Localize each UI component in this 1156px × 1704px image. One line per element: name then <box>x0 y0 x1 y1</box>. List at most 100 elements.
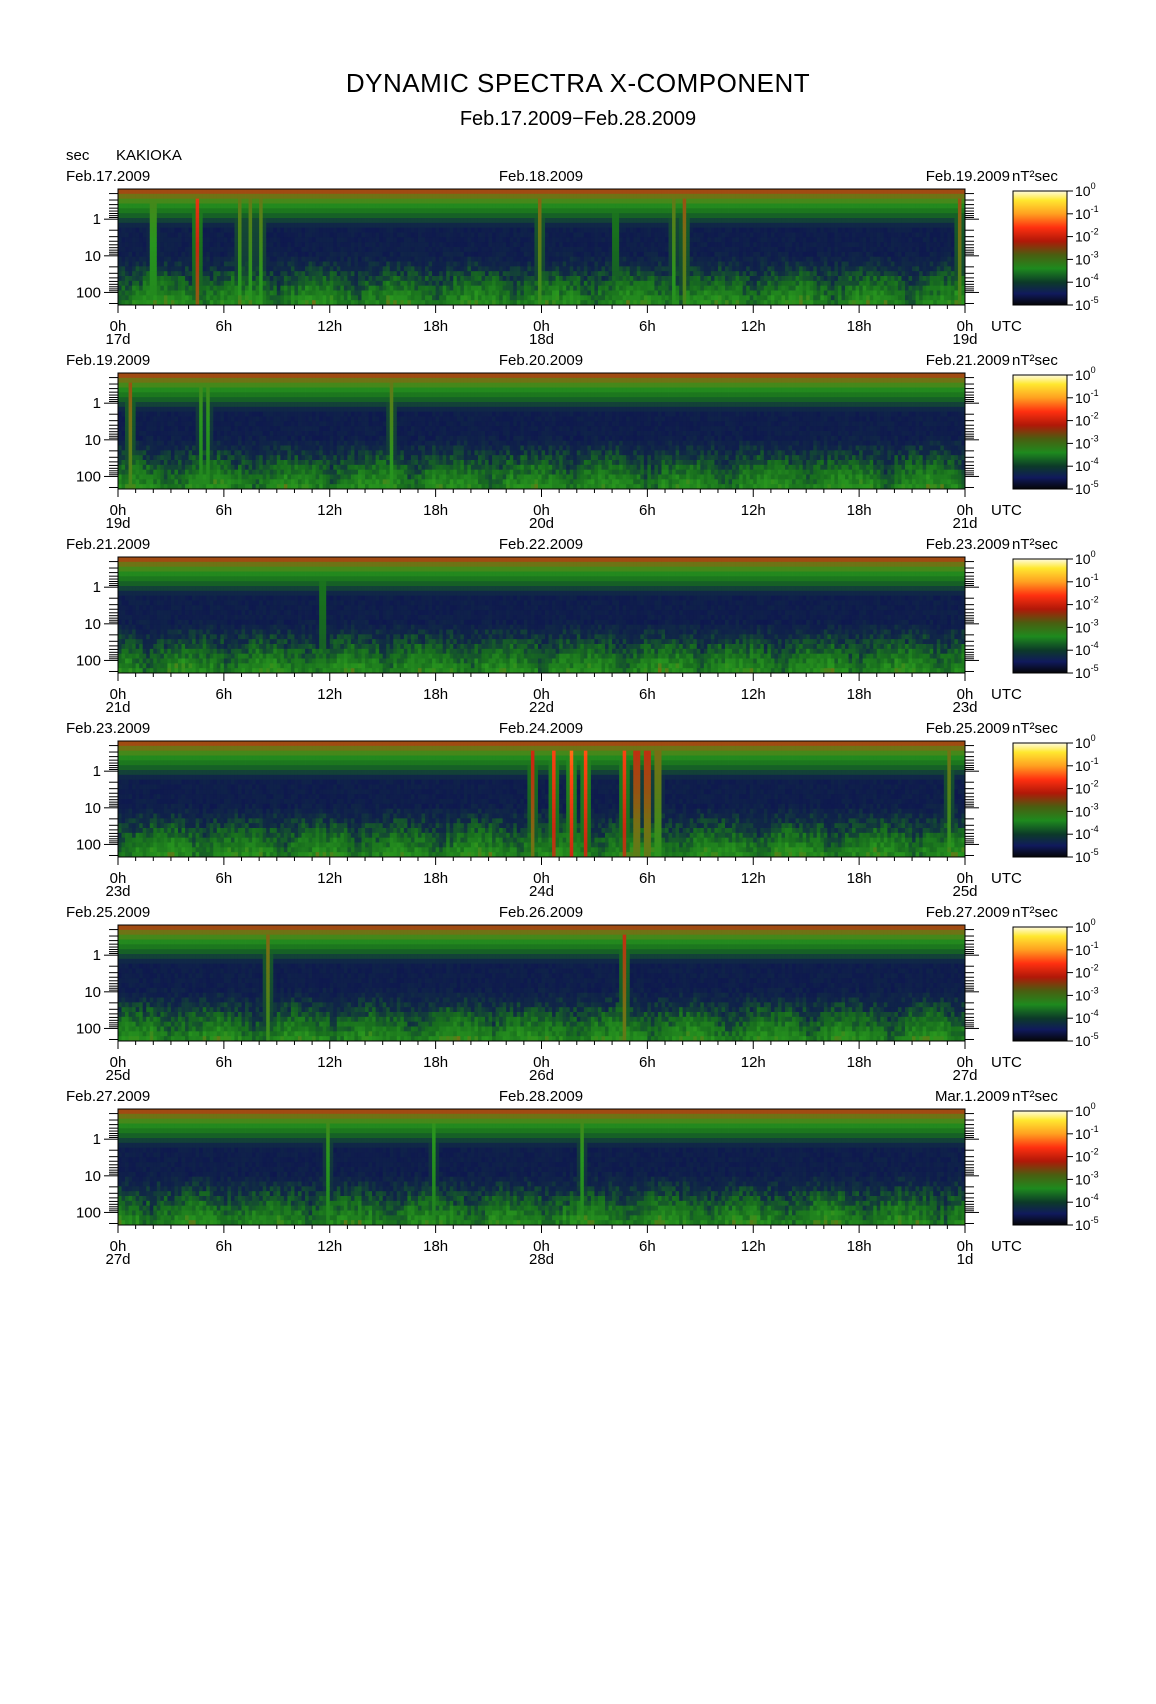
spectrum-cell <box>524 281 528 286</box>
spectrum-cell <box>785 204 789 209</box>
spectrum-cell <box>464 218 468 223</box>
spectrum-cell <box>517 208 521 213</box>
spectrum-cell <box>739 281 743 286</box>
spectrum-cell <box>400 271 404 276</box>
spectrum-cell <box>199 223 203 228</box>
spectrum-cell <box>499 208 503 213</box>
spectrum-cell <box>616 257 620 262</box>
spectrum-cell <box>231 189 235 194</box>
spectrum-cell <box>171 213 175 218</box>
spectrum-cell <box>234 199 238 204</box>
spectrum-cell <box>697 247 701 252</box>
spectrum-cell <box>665 295 669 300</box>
spectrum-cell <box>266 223 270 228</box>
spectrum-cell <box>340 194 344 199</box>
spectrum-cell <box>573 252 577 257</box>
spectrum-cell <box>376 286 380 291</box>
spectrum-cell <box>496 286 500 291</box>
spectrum-cell <box>503 252 507 257</box>
spectrum-cell <box>446 194 450 199</box>
spectrum-cell <box>810 189 814 194</box>
spectrum-cell <box>587 208 591 213</box>
spectrum-cell <box>739 208 743 213</box>
spectrum-cell <box>721 295 725 300</box>
spectrum-cell <box>263 291 267 296</box>
spectrum-cell <box>785 252 789 257</box>
spectrum-cell <box>249 242 253 247</box>
spectrum-cell <box>549 204 553 209</box>
spectrum-cell <box>764 208 768 213</box>
spectrum-cell <box>781 286 785 291</box>
spectrum-cell <box>661 208 665 213</box>
spectrum-cell <box>753 247 757 252</box>
spectrum-cell <box>129 286 133 291</box>
spectrum-cell <box>266 237 270 242</box>
spectrum-cell <box>584 276 588 281</box>
spectrum-cell <box>693 276 697 281</box>
spectrum-cell <box>436 233 440 238</box>
spectrum-cell <box>637 281 641 286</box>
spectrum-cell <box>153 233 157 238</box>
spectrum-cell <box>136 286 140 291</box>
spectrum-cell <box>746 204 750 209</box>
spectrum-cell <box>834 276 838 281</box>
spectrum-cell <box>206 281 210 286</box>
spectrum-cell <box>644 189 648 194</box>
spectrum-cell <box>789 208 793 213</box>
spectrum-cell <box>651 189 655 194</box>
spectrum-cell <box>623 247 627 252</box>
spectrum-cell <box>676 237 680 242</box>
spectrum-cell <box>238 291 242 296</box>
spectrum-cell <box>182 286 186 291</box>
spectrum-cell <box>429 286 433 291</box>
spectrum-cell <box>623 295 627 300</box>
spectrum-cell <box>143 247 147 252</box>
spectrum-cell <box>743 242 747 247</box>
spectrum-cell <box>841 252 845 257</box>
spectrum-cell <box>538 237 542 242</box>
spectrum-cell <box>351 233 355 238</box>
spectrum-cell <box>393 199 397 204</box>
spectrum-cell <box>171 266 175 271</box>
spectrum-cell <box>637 189 641 194</box>
spectrum-cell <box>753 281 757 286</box>
spectrum-cell <box>344 252 348 257</box>
spectrum-cell <box>305 189 309 194</box>
spectrum-cell <box>196 257 200 262</box>
spectrum-cell <box>136 276 140 281</box>
spectrum-cell <box>189 271 193 276</box>
spectrum-cell <box>824 194 828 199</box>
spectrum-cell <box>122 189 126 194</box>
spectrum-cell <box>573 237 577 242</box>
spectrum-cell <box>414 228 418 233</box>
spectrum-cell <box>174 247 178 252</box>
spectrum-cell <box>616 194 620 199</box>
spectrum-cell <box>556 257 560 262</box>
spectrum-cell <box>707 257 711 262</box>
spectrum-cell <box>185 286 189 291</box>
spectrum-cell <box>337 189 341 194</box>
spectrum-cell <box>330 223 334 228</box>
spectrum-cell <box>298 262 302 267</box>
spectrum-cell <box>386 242 390 247</box>
spectrum-cell <box>633 237 637 242</box>
spectrum-cell <box>224 213 228 218</box>
spectrum-cell <box>347 233 351 238</box>
spectrum-cell <box>612 242 616 247</box>
spectrum-cell <box>697 223 701 228</box>
spectrum-cell <box>302 208 306 213</box>
spectrum-cell <box>845 213 849 218</box>
spectrum-cell <box>654 223 658 228</box>
spectrum-cell <box>256 276 260 281</box>
spectrum-cell <box>263 276 267 281</box>
spectrum-cell <box>729 276 733 281</box>
spectrum-cell <box>714 204 718 209</box>
spectrum-cell <box>760 228 764 233</box>
spectrum-cell <box>294 213 298 218</box>
spectrum-cell <box>792 281 796 286</box>
spectrum-cell <box>153 262 157 267</box>
spectrum-cell <box>584 218 588 223</box>
spectrum-cell <box>478 262 482 267</box>
spectrum-cell <box>527 213 531 218</box>
spectrum-cell <box>693 281 697 286</box>
